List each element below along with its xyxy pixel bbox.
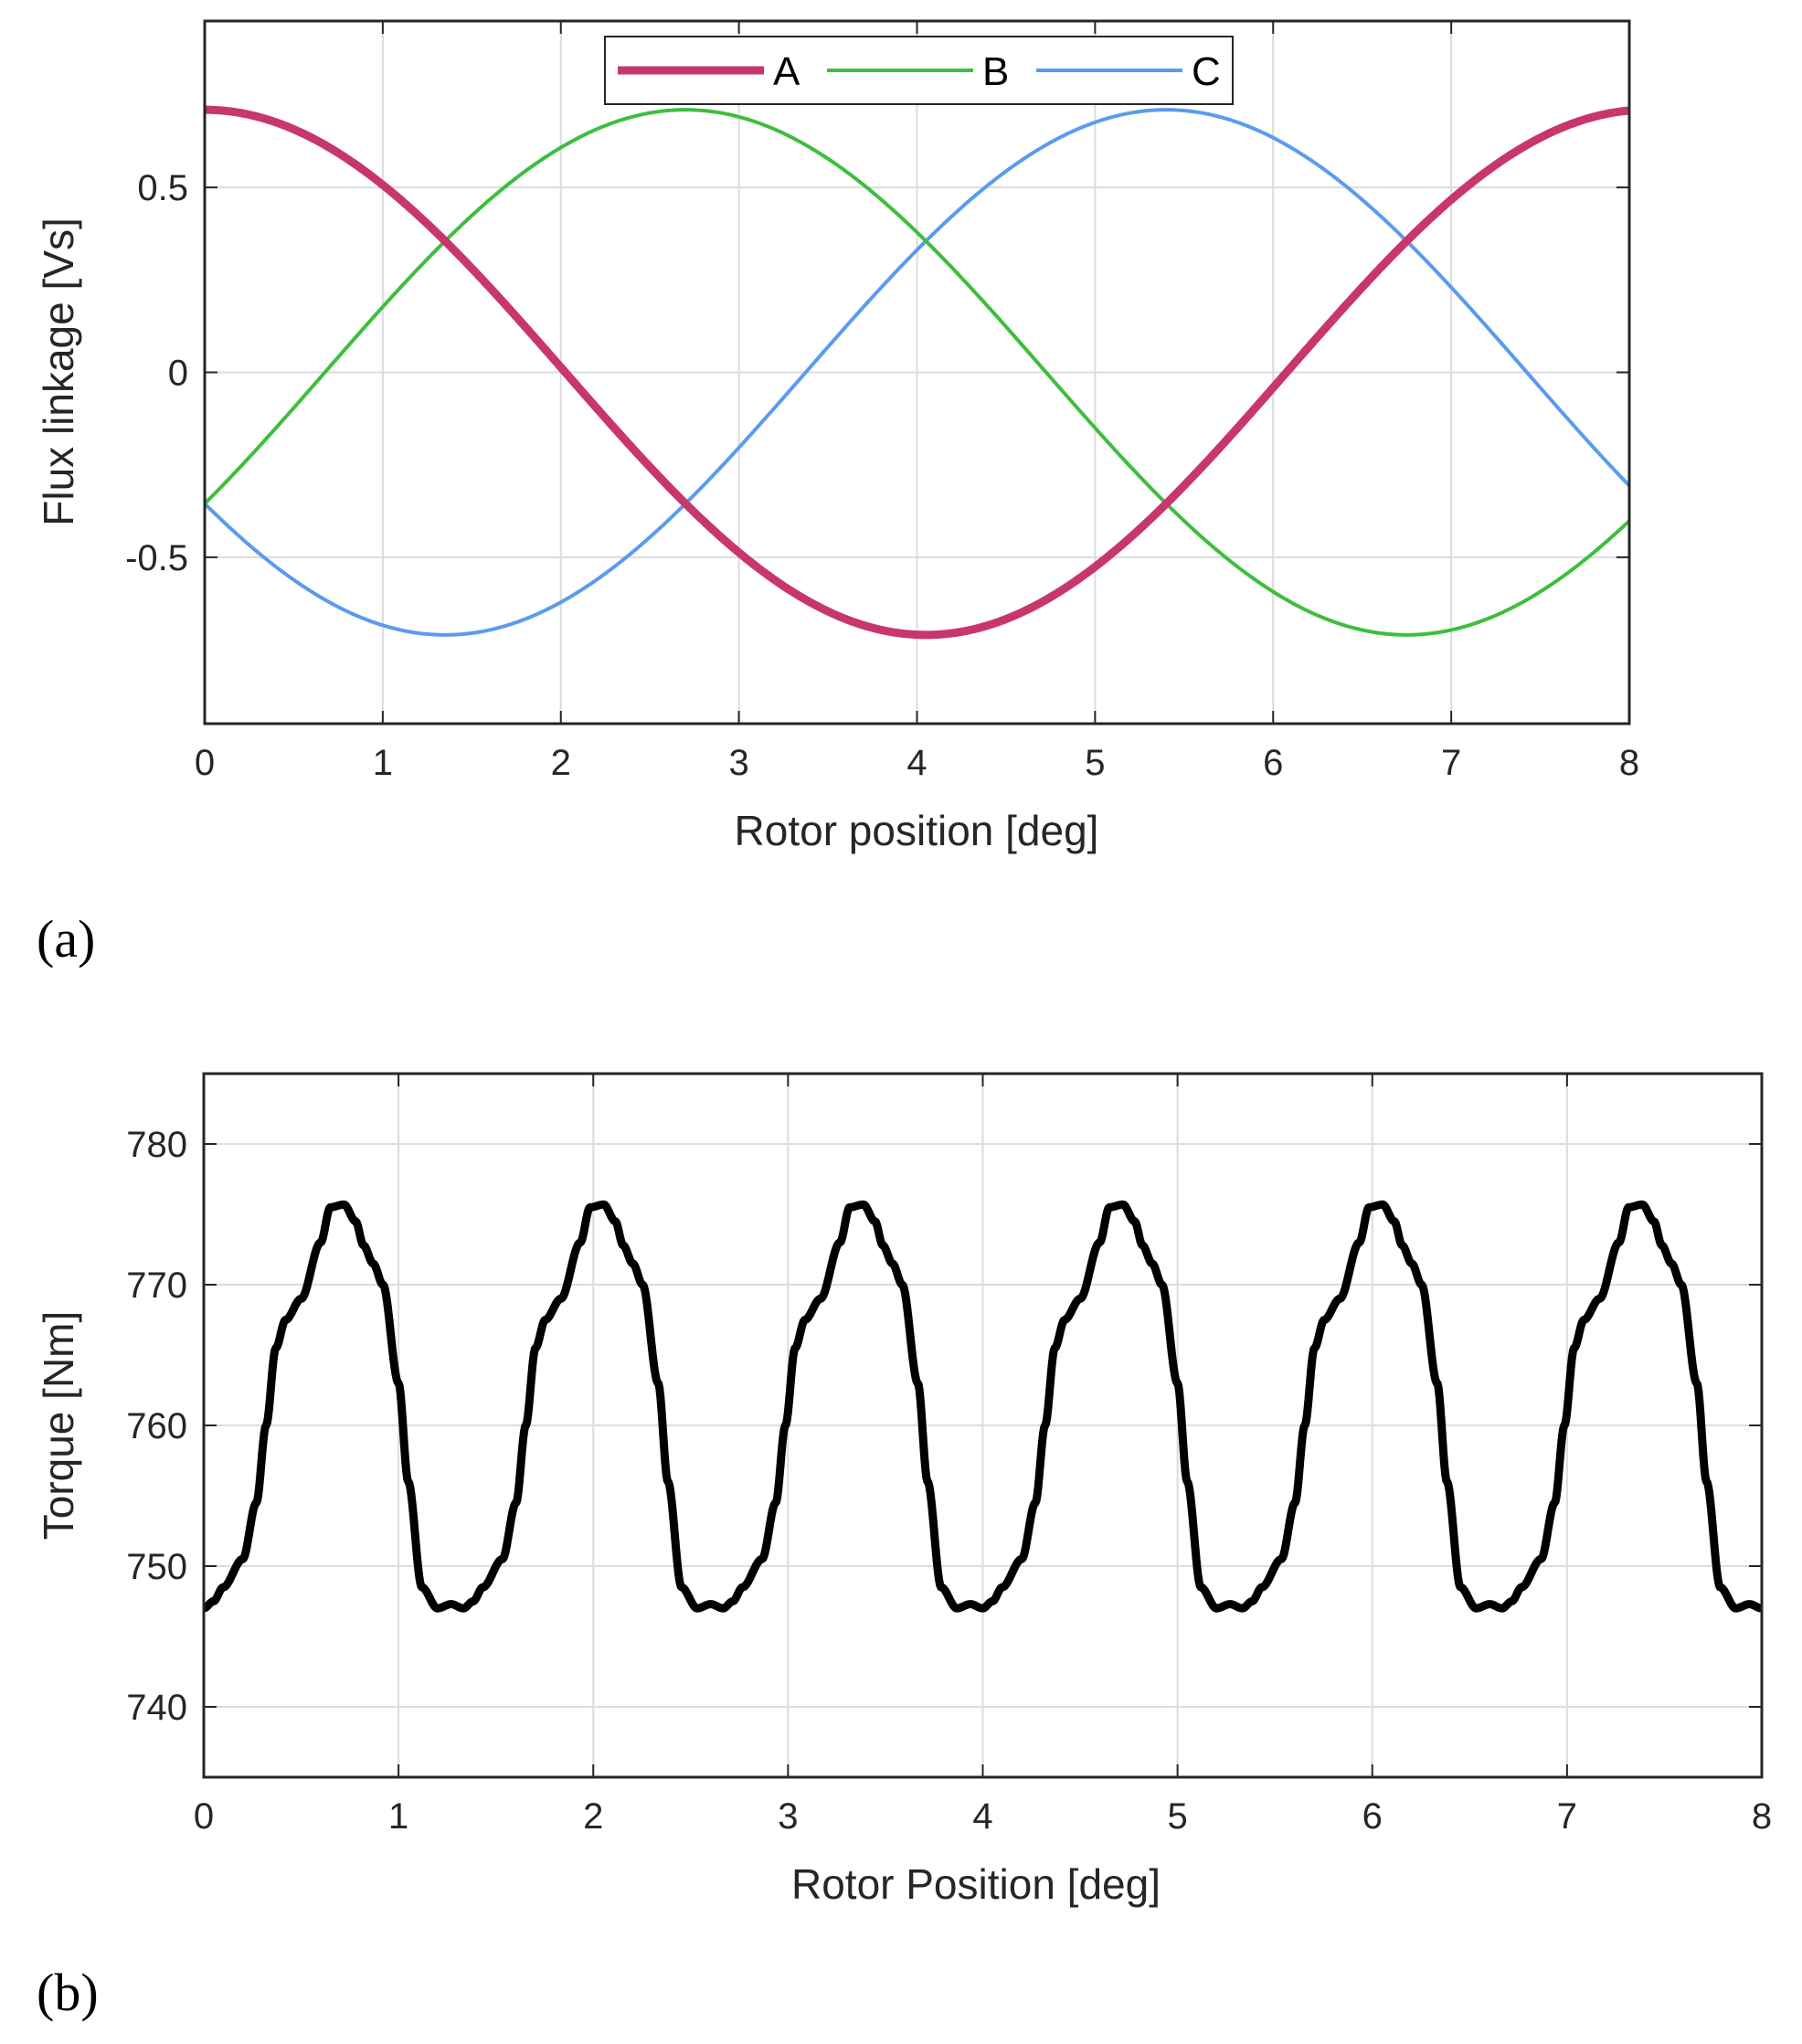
a-y-tick-label: -0.5 (125, 538, 188, 578)
b-y-tick-label: 760 (126, 1406, 187, 1446)
b-x-tick-label: 8 (1752, 1796, 1772, 1837)
torque-y-tick-labels: 740 750 760 770 780 (126, 1125, 187, 1728)
torque-series (200, 1200, 1765, 1613)
b-y-tick-label: 750 (126, 1547, 187, 1587)
series-line-b (203, 108, 1631, 637)
a-x-tick-label: 5 (1085, 743, 1105, 783)
series-line-torque (200, 1200, 1765, 1613)
series-line-a (204, 105, 1630, 640)
flux-x-axis-label: Rotor position [deg] (735, 807, 1099, 854)
a-y-tick-label: 0.5 (137, 168, 188, 208)
b-x-tick-label: 0 (194, 1796, 214, 1837)
b-x-tick-label: 5 (1168, 1796, 1188, 1837)
legend-label-a: A (773, 49, 800, 94)
b-x-tick-label: 4 (972, 1796, 992, 1837)
torque-tick-marks (203, 1074, 1763, 1777)
series-line-c (203, 108, 1631, 637)
a-x-tick-label: 2 (551, 743, 571, 783)
legend-label-b: B (982, 49, 1009, 94)
a-x-tick-label: 7 (1441, 743, 1461, 783)
legend-label-c: C (1192, 49, 1221, 94)
flux-y-tick-labels: -0.5 0 0.5 (125, 168, 188, 578)
torque-grid (203, 1074, 1763, 1777)
b-y-tick-label: 740 (126, 1688, 187, 1728)
b-x-tick-label: 7 (1557, 1796, 1577, 1837)
torque-x-tick-labels: 0 1 2 3 4 5 6 7 8 (194, 1796, 1772, 1837)
flux-tick-marks (204, 21, 1630, 724)
torque-y-axis-label: Torque [Nm] (35, 1311, 82, 1541)
a-y-tick-label: 0 (168, 354, 188, 394)
panel-label-a: (a) (37, 909, 95, 969)
b-y-tick-label: 770 (126, 1266, 187, 1306)
flux-grid (204, 21, 1630, 724)
flux-y-axis-label: Flux linkage [Vs] (35, 217, 82, 525)
torque-x-axis-label: Rotor Position [deg] (791, 1860, 1161, 1908)
b-y-tick-label: 780 (126, 1125, 187, 1165)
a-x-tick-label: 6 (1263, 743, 1283, 783)
b-x-tick-label: 3 (778, 1796, 798, 1837)
a-x-tick-label: 1 (373, 743, 393, 783)
panel-label-b: (b) (37, 1963, 99, 2022)
a-x-tick-label: 0 (195, 743, 215, 783)
torque-chart: 0 1 2 3 4 5 6 7 8 740 750 760 770 780 Rotor Position… (35, 1072, 1772, 2022)
flux-legend: A B C (604, 36, 1234, 105)
flux-x-tick-labels: 0 1 2 3 4 5 6 7 8 (195, 743, 1639, 783)
b-x-tick-label: 2 (583, 1796, 603, 1837)
b-x-tick-label: 1 (388, 1796, 408, 1837)
a-x-tick-label: 4 (906, 743, 927, 783)
flux-series (203, 105, 1631, 640)
a-x-tick-label: 8 (1619, 743, 1639, 783)
b-x-tick-label: 6 (1362, 1796, 1383, 1837)
a-x-tick-label: 3 (729, 743, 749, 783)
